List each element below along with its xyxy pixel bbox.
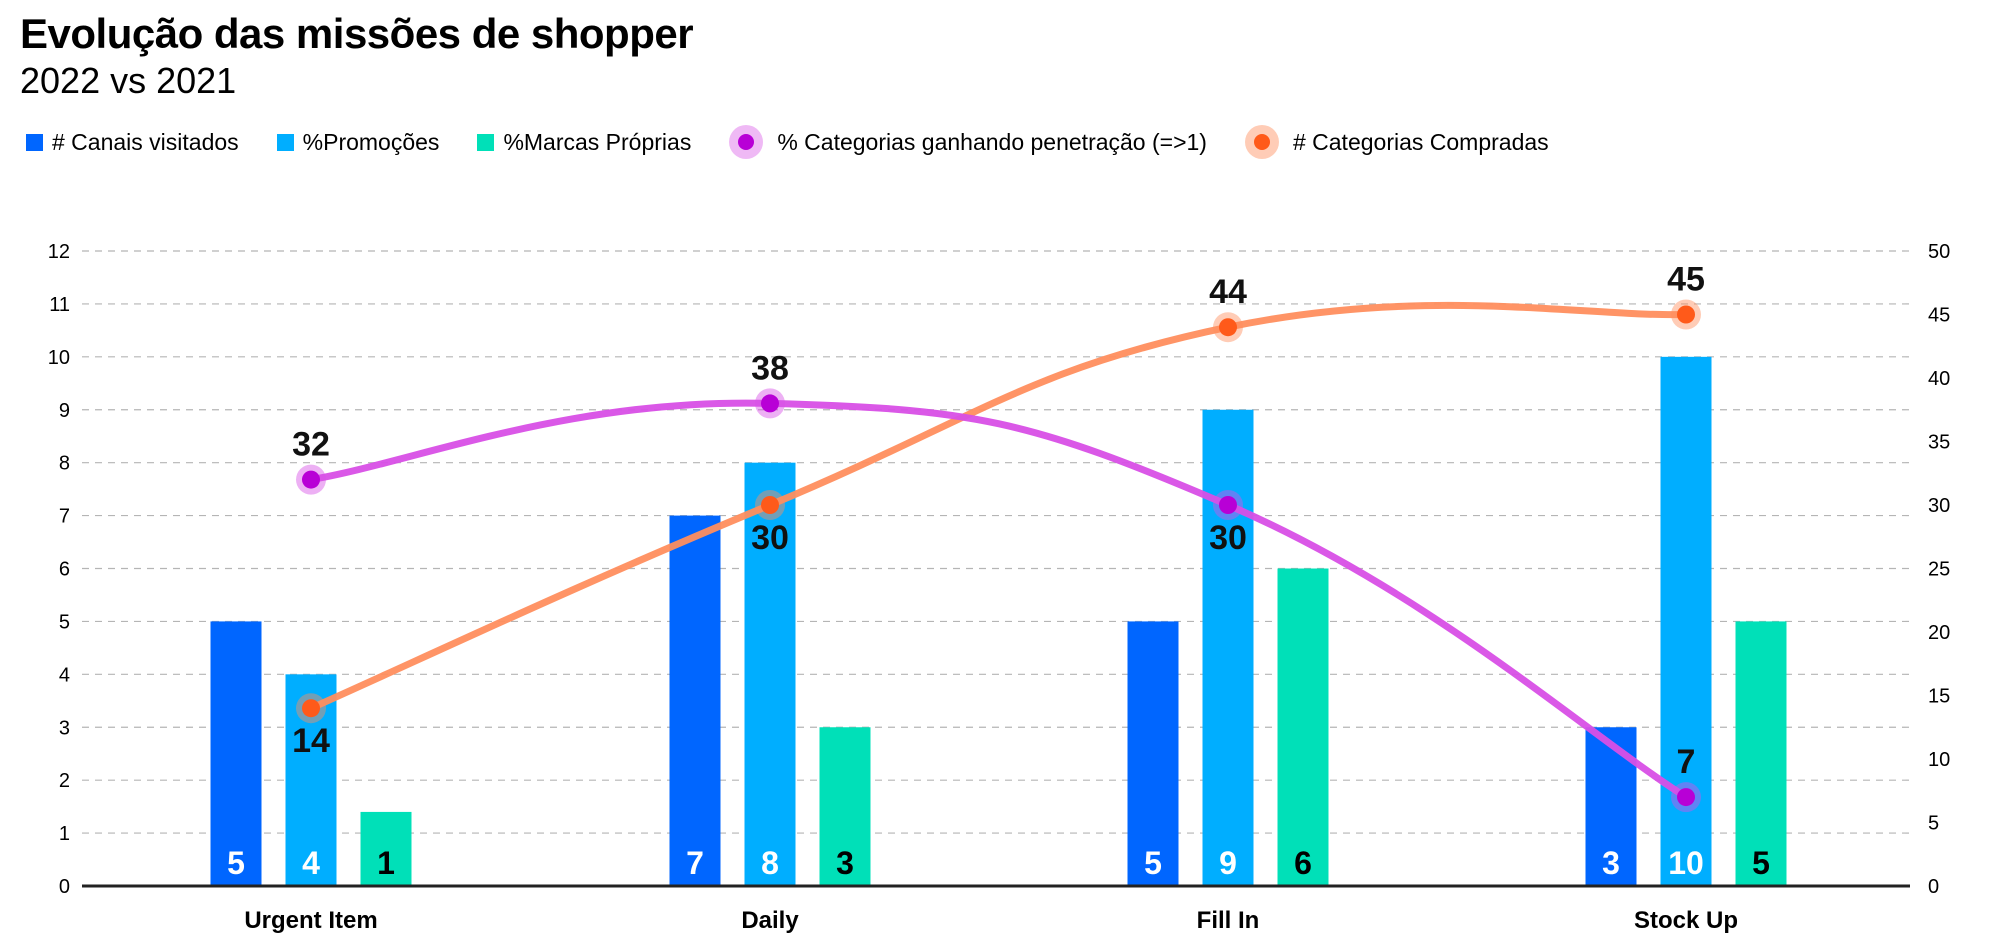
y-left-tick-label: 4 bbox=[59, 664, 70, 686]
data-point bbox=[1219, 318, 1237, 337]
y-left-tick-label: 11 bbox=[49, 294, 70, 316]
legend-label-penetracao: % Categorias ganhando penetração (=>1) bbox=[777, 128, 1207, 155]
y-right-tick-label: 5 bbox=[1928, 813, 1939, 835]
legend-swatch-compradas bbox=[1244, 125, 1279, 159]
point-data-label: 45 bbox=[1667, 261, 1705, 299]
x-tick-label: Daily bbox=[741, 907, 799, 934]
point-data-label: 44 bbox=[1209, 273, 1247, 311]
legend-item-penetracao: % Categorias ganhando penetração (=>1) bbox=[729, 125, 1207, 159]
bar bbox=[360, 811, 412, 886]
y-right-tick-label: 15 bbox=[1928, 686, 1950, 708]
point-data-label: 32 bbox=[292, 426, 330, 464]
y-left-tick-label: 0 bbox=[59, 876, 70, 898]
y-right-tick-label: 0 bbox=[1928, 876, 1939, 898]
bar bbox=[1202, 409, 1254, 886]
bar bbox=[669, 515, 721, 886]
y-left-tick-label: 9 bbox=[59, 400, 70, 422]
x-tick-label: Stock Up bbox=[1634, 907, 1738, 934]
legend-label-marcas: %Marcas Próprias bbox=[503, 128, 692, 155]
data-point bbox=[1219, 496, 1237, 514]
y-right-tick-label: 10 bbox=[1928, 749, 1950, 771]
point-data-label: 38 bbox=[751, 349, 789, 387]
bar-data-label: 10 bbox=[1668, 845, 1704, 881]
y-right-tick-label: 35 bbox=[1928, 432, 1950, 454]
bar-data-label: 3 bbox=[836, 845, 854, 881]
y-right-tick-label: 45 bbox=[1928, 305, 1950, 327]
data-point bbox=[761, 496, 779, 514]
series-line bbox=[307, 301, 1690, 712]
y-left-tick-label: 3 bbox=[59, 717, 70, 739]
legend-swatch-promocoes bbox=[276, 133, 294, 151]
bar-data-label: 7 bbox=[686, 845, 704, 881]
bar bbox=[1735, 621, 1787, 886]
y-left-tick-label: 10 bbox=[48, 347, 70, 369]
legend-label-compradas: # Categorias Compradas bbox=[1292, 128, 1549, 155]
data-point bbox=[1677, 305, 1695, 324]
bar bbox=[1127, 621, 1179, 886]
bar bbox=[210, 621, 262, 886]
bar bbox=[819, 727, 871, 886]
bar-data-label: 9 bbox=[1219, 845, 1237, 881]
bar bbox=[744, 462, 796, 886]
legend-label-canais: # Canais visitados bbox=[52, 128, 239, 155]
legend: # Canais visitados %Promoções %Marcas Pr… bbox=[26, 120, 1587, 164]
legend-label-promocoes: %Promoções bbox=[302, 128, 440, 155]
legend-item-compradas: # Categorias Compradas bbox=[1244, 125, 1549, 159]
bar-data-label: 5 bbox=[1752, 845, 1770, 881]
x-tick-label: Fill In bbox=[1197, 907, 1260, 934]
data-point bbox=[761, 394, 779, 413]
legend-item-promocoes: %Promoções bbox=[276, 128, 440, 156]
y-left-tick-label: 12 bbox=[48, 241, 70, 263]
bar-data-label: 1 bbox=[377, 845, 395, 881]
legend-swatch-canais bbox=[26, 133, 43, 151]
y-left-tick-label: 8 bbox=[59, 453, 70, 475]
y-left-tick-label: 1 bbox=[59, 823, 70, 845]
bar-data-label: 3 bbox=[1602, 845, 1620, 881]
bar bbox=[1277, 568, 1329, 886]
chart-title: Evolução das missões de shopper bbox=[20, 10, 694, 57]
point-data-label: 7 bbox=[1677, 743, 1696, 781]
chart-subtitle: 2022 vs 2021 bbox=[20, 60, 237, 101]
y-left-tick-label: 2 bbox=[59, 770, 70, 792]
point-data-label: 30 bbox=[1209, 519, 1247, 557]
legend-swatch-penetracao bbox=[729, 125, 764, 159]
data-point bbox=[302, 470, 320, 489]
y-right-tick-label: 30 bbox=[1928, 495, 1950, 517]
legend-item-canais: # Canais visitados bbox=[26, 129, 239, 156]
y-left-tick-label: 7 bbox=[59, 506, 70, 528]
bar-data-label: 4 bbox=[302, 845, 320, 881]
y-right-tick-label: 25 bbox=[1928, 559, 1950, 581]
data-point bbox=[302, 699, 320, 718]
x-tick-label: Urgent Item bbox=[244, 907, 377, 934]
y-left-tick-label: 6 bbox=[59, 559, 70, 581]
point-data-label: 30 bbox=[751, 519, 789, 557]
legend-item-marcas: %Marcas Próprias bbox=[477, 129, 691, 156]
y-right-tick-label: 50 bbox=[1928, 241, 1950, 263]
data-point bbox=[1677, 788, 1695, 807]
y-right-tick-label: 40 bbox=[1928, 368, 1950, 390]
point-data-label: 14 bbox=[292, 722, 330, 760]
series-line bbox=[307, 399, 1690, 801]
y-left-tick-label: 5 bbox=[59, 611, 70, 633]
bar-data-label: 6 bbox=[1294, 845, 1312, 881]
bar-data-label: 8 bbox=[761, 845, 779, 881]
bar-data-label: 5 bbox=[227, 845, 245, 881]
bar-data-label: 5 bbox=[1144, 845, 1162, 881]
y-right-tick-label: 20 bbox=[1928, 622, 1950, 644]
legend-swatch-marcas bbox=[477, 133, 495, 151]
lines: 14 30 44 45 32 38 30 7 bbox=[292, 261, 1705, 813]
